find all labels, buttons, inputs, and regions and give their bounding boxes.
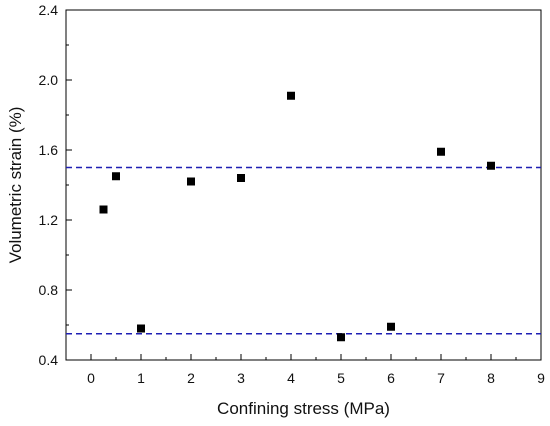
- x-tick-label: 6: [387, 370, 395, 386]
- y-tick-label: 1.6: [39, 142, 59, 158]
- x-tick-label: 9: [537, 370, 545, 386]
- x-tick-label: 3: [237, 370, 245, 386]
- x-axis-title: Confining stress (MPa): [217, 399, 390, 418]
- y-axis-title: Volumetric strain (%): [6, 107, 25, 264]
- x-tick-label: 7: [437, 370, 445, 386]
- y-tick-label: 0.4: [39, 352, 59, 368]
- y-tick-label: 2.4: [39, 2, 59, 18]
- data-point: [137, 324, 145, 333]
- y-tick-label: 1.2: [39, 212, 59, 228]
- data-point: [237, 174, 245, 182]
- data-point: [112, 172, 120, 181]
- x-tick-label: 8: [487, 370, 495, 386]
- data-points: [99, 91, 495, 342]
- data-point: [187, 177, 195, 186]
- reference-lines: [66, 166, 541, 335]
- data-point: [337, 333, 345, 342]
- data-point: [99, 205, 108, 214]
- x-tick-label: 0: [87, 370, 95, 386]
- data-point: [387, 322, 395, 331]
- x-tick-label: 2: [187, 370, 195, 386]
- x-tick-label: 4: [287, 370, 295, 386]
- y-tick-label: 0.8: [39, 282, 59, 298]
- data-point: [287, 91, 295, 100]
- plot-area: [65, 9, 542, 361]
- x-tick-label: 5: [337, 370, 345, 386]
- x-axis: 0 1 2 3 4 5 6 7 8 9: [65, 354, 545, 386]
- x-tick-label: 1: [137, 370, 145, 386]
- y-tick-label: 2.0: [39, 72, 59, 88]
- data-point: [487, 161, 495, 170]
- y-axis: 0.4 0.8 1.2 1.6 2.0 2.4: [39, 2, 72, 368]
- data-point: [437, 147, 445, 156]
